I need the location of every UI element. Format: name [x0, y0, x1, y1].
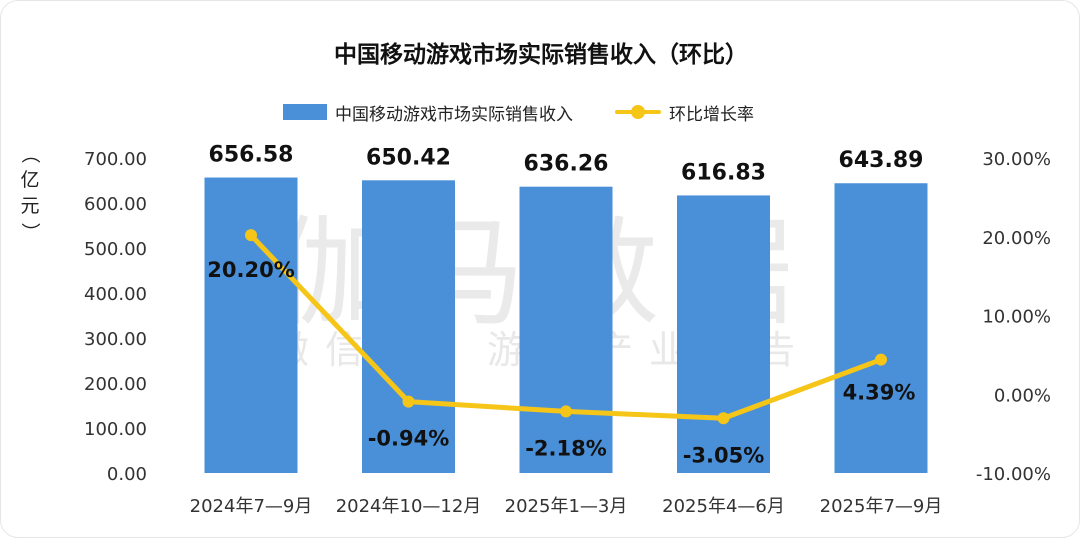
x-category-label: 2025年7—9月 [820, 496, 943, 517]
y-left-tick-label: 100.00 [84, 419, 147, 440]
y-axis-unit: （亿元） [15, 141, 45, 245]
y-right-tick-label: 20.00% [982, 228, 1051, 249]
bar [834, 183, 928, 473]
bar-value-label: 650.42 [366, 145, 451, 170]
x-category-label: 2024年10—12月 [336, 496, 482, 517]
bar [362, 180, 455, 473]
y-left-tick-label: 200.00 [84, 374, 147, 395]
growth-rate-point [717, 412, 730, 425]
legend-line-label: 环比增长率 [669, 104, 754, 125]
growth-rate-label: 4.39% [843, 381, 916, 405]
y-left-tick-label: 500.00 [84, 239, 147, 260]
growth-rate-label: -3.05% [683, 443, 765, 467]
bar-value-label: 616.83 [681, 160, 766, 185]
growth-rate-point [245, 229, 257, 242]
growth-rate-point [875, 353, 887, 366]
x-category-label: 2025年4—6月 [662, 496, 785, 517]
y-left-tick-label: 600.00 [84, 194, 147, 215]
x-category-label: 2025年1—3月 [505, 496, 628, 517]
growth-rate-point [560, 405, 572, 418]
bar [519, 186, 613, 474]
y-left-tick-label: 400.00 [84, 284, 147, 305]
legend-item-line: 环比增长率 [615, 100, 754, 125]
legend: 中国移动游戏市场实际销售收入 环比增长率 [283, 99, 796, 125]
y-right-tick-label: 10.00% [982, 307, 1051, 328]
growth-rate-label: 20.20% [207, 258, 294, 282]
y-left-tick-label: 0.00 [107, 464, 147, 485]
growth-rate-label: -2.18% [525, 436, 607, 460]
bar-value-label: 643.89 [839, 148, 924, 173]
bar [204, 177, 298, 473]
y-axis-unit-char: 元 [20, 195, 40, 217]
legend-line-swatch [615, 104, 661, 120]
y-right-tick-label: -10.00% [976, 464, 1051, 485]
y-left-tick-label: 300.00 [84, 329, 147, 350]
chart-title: 中国移动游戏市场实际销售收入（环比） [334, 42, 748, 68]
legend-item-bar: 中国移动游戏市场实际销售收入 [283, 100, 573, 125]
bar-value-label: 656.58 [209, 143, 294, 168]
bar-value-label: 636.26 [524, 152, 609, 177]
growth-rate-point [402, 395, 415, 408]
y-right-tick-label: 30.00% [982, 149, 1051, 170]
legend-bar-label: 中国移动游戏市场实际销售收入 [335, 104, 573, 125]
legend-bar-swatch [283, 104, 327, 120]
x-category-label: 2024年7—9月 [190, 496, 313, 517]
bar [677, 195, 770, 473]
y-axis-unit-char: 亿 [20, 169, 40, 191]
y-left-tick-label: 700.00 [84, 149, 147, 170]
growth-rate-label: -0.94% [368, 427, 450, 451]
y-right-tick-label: 0.00% [994, 385, 1051, 406]
